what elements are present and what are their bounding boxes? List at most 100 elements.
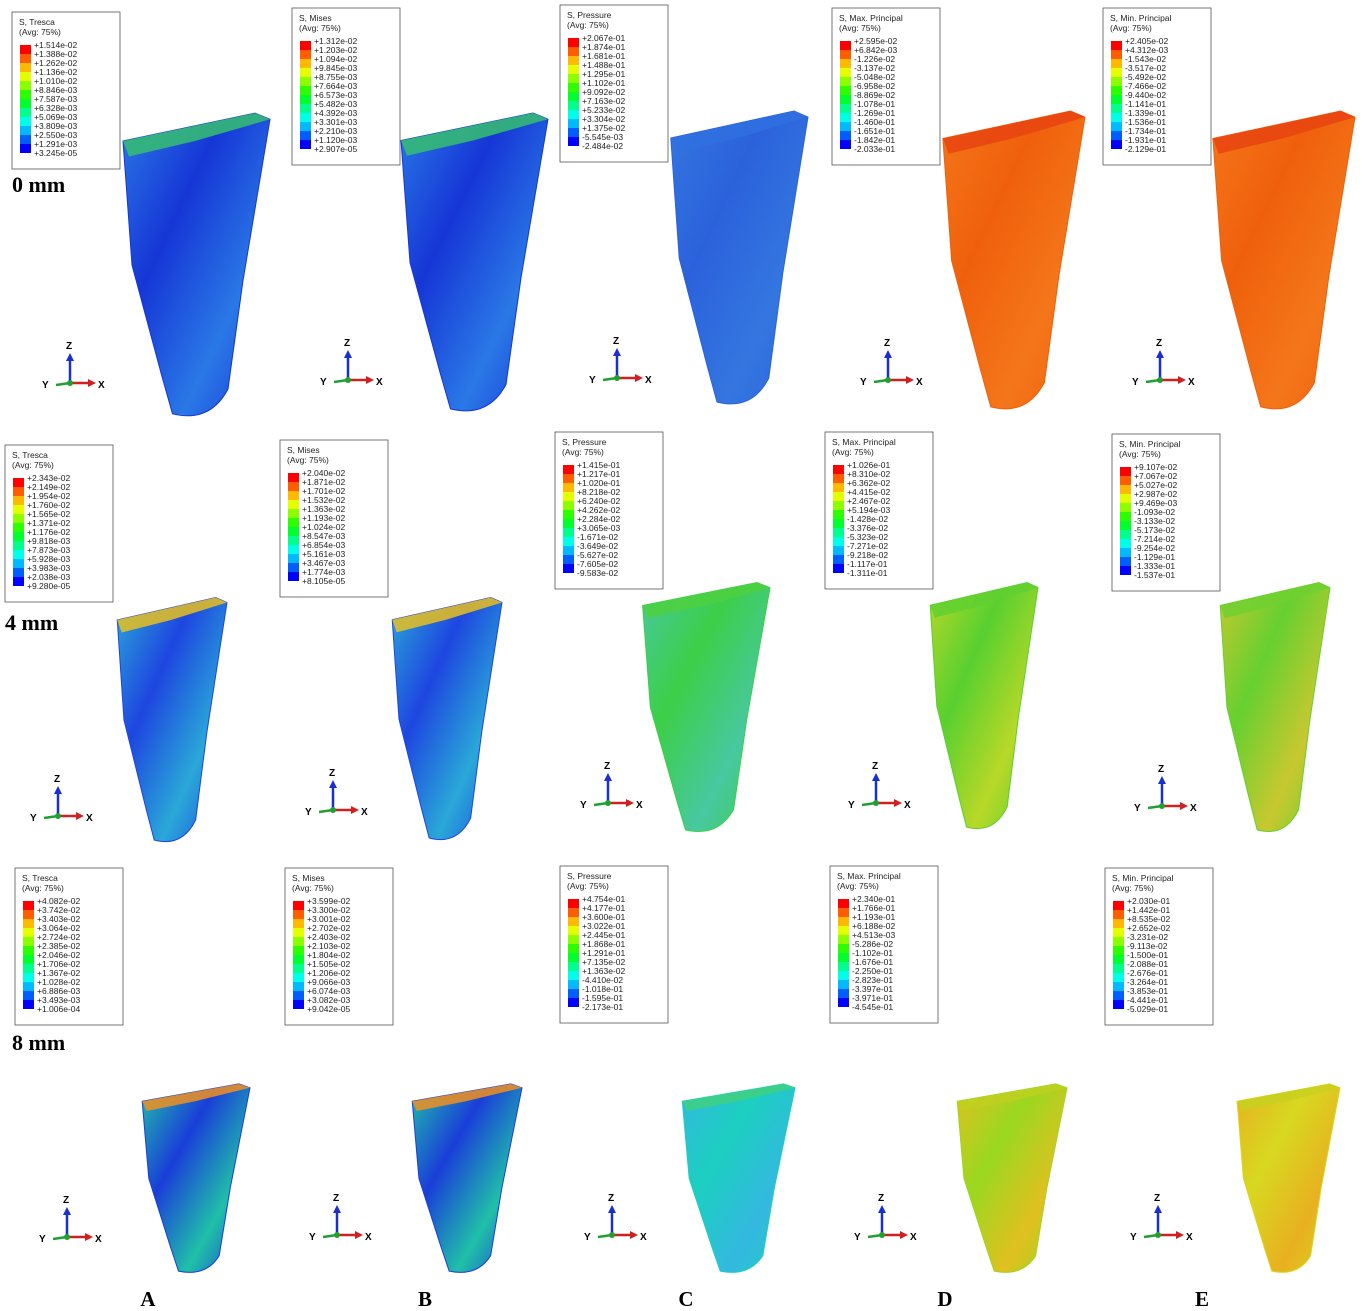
legend-band [1111, 122, 1122, 131]
legend-band [1120, 521, 1131, 530]
legend-value: -1.311e-01 [847, 568, 888, 578]
column-label: E [1195, 1287, 1209, 1311]
legend-band [1120, 566, 1131, 575]
triad-label: Y [309, 1232, 316, 1243]
triad-origin [1155, 1232, 1161, 1238]
triad-arrow [54, 786, 62, 794]
legend-band [833, 510, 844, 519]
triad-label: X [98, 380, 105, 391]
legend-band [568, 83, 579, 92]
legend-band [840, 59, 851, 68]
legend-band [840, 122, 851, 131]
legend-band [1111, 77, 1122, 86]
triad-arrow [1176, 1231, 1184, 1239]
legend-band [13, 505, 24, 514]
legend-band [20, 90, 31, 99]
legend-band [568, 47, 579, 56]
model [412, 1084, 522, 1272]
legend-band [13, 568, 24, 577]
legend-band [20, 135, 31, 144]
legend-band [288, 473, 299, 482]
legend-band [13, 487, 24, 496]
legend-value: +1.006e-04 [37, 1004, 81, 1014]
triad-arrow [366, 376, 374, 384]
triad-label: Z [608, 1193, 614, 1204]
legend-band [1113, 919, 1124, 928]
legend-band [20, 81, 31, 90]
triad-origin [873, 800, 879, 806]
triad-arrow [88, 379, 96, 387]
legend-band [1120, 494, 1131, 503]
legend-band [1113, 973, 1124, 982]
legend-title: S, Pressure [567, 871, 612, 881]
triad-origin [879, 1232, 885, 1238]
legend-value: -2.033e-01 [854, 144, 895, 154]
legend-title: S, Max. Principal [832, 437, 896, 447]
legend-band [13, 532, 24, 541]
legend-title: S, Max. Principal [839, 13, 903, 23]
legend-band [293, 937, 304, 946]
legend-band [1111, 131, 1122, 140]
legend-band [568, 908, 579, 917]
model [943, 111, 1085, 409]
triad-label: Y [854, 1232, 861, 1243]
triad-label: Z [54, 774, 60, 785]
legend-band [838, 917, 849, 926]
panel: S, Max. Principal(Avg: 75%)+2.340e-01+1.… [830, 866, 1067, 1272]
legend-band [20, 54, 31, 63]
triad-label: Y [860, 377, 867, 388]
legend-band [1111, 86, 1122, 95]
legend-band [293, 946, 304, 955]
legend-note: (Avg: 75%) [837, 881, 879, 891]
legend-value: +9.042e-05 [307, 1004, 351, 1014]
legend-band [568, 38, 579, 47]
legend-band [1120, 548, 1131, 557]
triad-origin [605, 800, 611, 806]
legend-band [1113, 910, 1124, 919]
legend-band [568, 935, 579, 944]
triad-origin [67, 380, 73, 386]
legend-band [840, 77, 851, 86]
column-label: D [937, 1287, 952, 1311]
legend-band [300, 95, 311, 104]
triad-label: Z [329, 768, 335, 779]
triad-label: Y [1134, 803, 1141, 814]
triad-label: Z [884, 338, 890, 349]
triad-arrow [884, 350, 892, 358]
legend-band [840, 95, 851, 104]
legend-band [840, 41, 851, 50]
triad-label: Y [580, 800, 587, 811]
legend-band [23, 982, 34, 991]
legend-value: -4.545e-01 [852, 1002, 893, 1012]
legend-value: -9.583e-02 [577, 568, 618, 578]
legend-band [568, 971, 579, 980]
triad-label: Z [613, 336, 619, 347]
triad-arrow [1178, 376, 1186, 384]
triad-label: X [916, 377, 923, 388]
legend-band [568, 92, 579, 101]
panel: S, Mises(Avg: 75%)+2.040e-02+1.871e-02+1… [280, 440, 502, 840]
legend-band [568, 989, 579, 998]
legend-title: S, Mises [287, 445, 320, 455]
model [142, 1084, 250, 1272]
panel: S, Tresca(Avg: 75%)+1.514e-02+1.388e-02+… [12, 12, 270, 416]
model [671, 111, 808, 404]
triad-arrow [613, 348, 621, 356]
legend-band [300, 77, 311, 86]
legend-band [568, 56, 579, 65]
legend-band [1120, 476, 1131, 485]
legend-band [1111, 113, 1122, 122]
legend-note: (Avg: 75%) [1110, 23, 1152, 33]
legend-title: S, Min. Principal [1110, 13, 1172, 23]
triad-origin [55, 813, 61, 819]
triad-arrow [626, 799, 634, 807]
triad-label: Z [1158, 764, 1164, 775]
column-label: C [678, 1287, 693, 1311]
triad-label: X [376, 377, 383, 388]
legend-band [13, 550, 24, 559]
legend-band [563, 474, 574, 483]
triad-origin [330, 807, 336, 813]
model [957, 1084, 1067, 1272]
legend-band [568, 899, 579, 908]
legend-band [1111, 59, 1122, 68]
